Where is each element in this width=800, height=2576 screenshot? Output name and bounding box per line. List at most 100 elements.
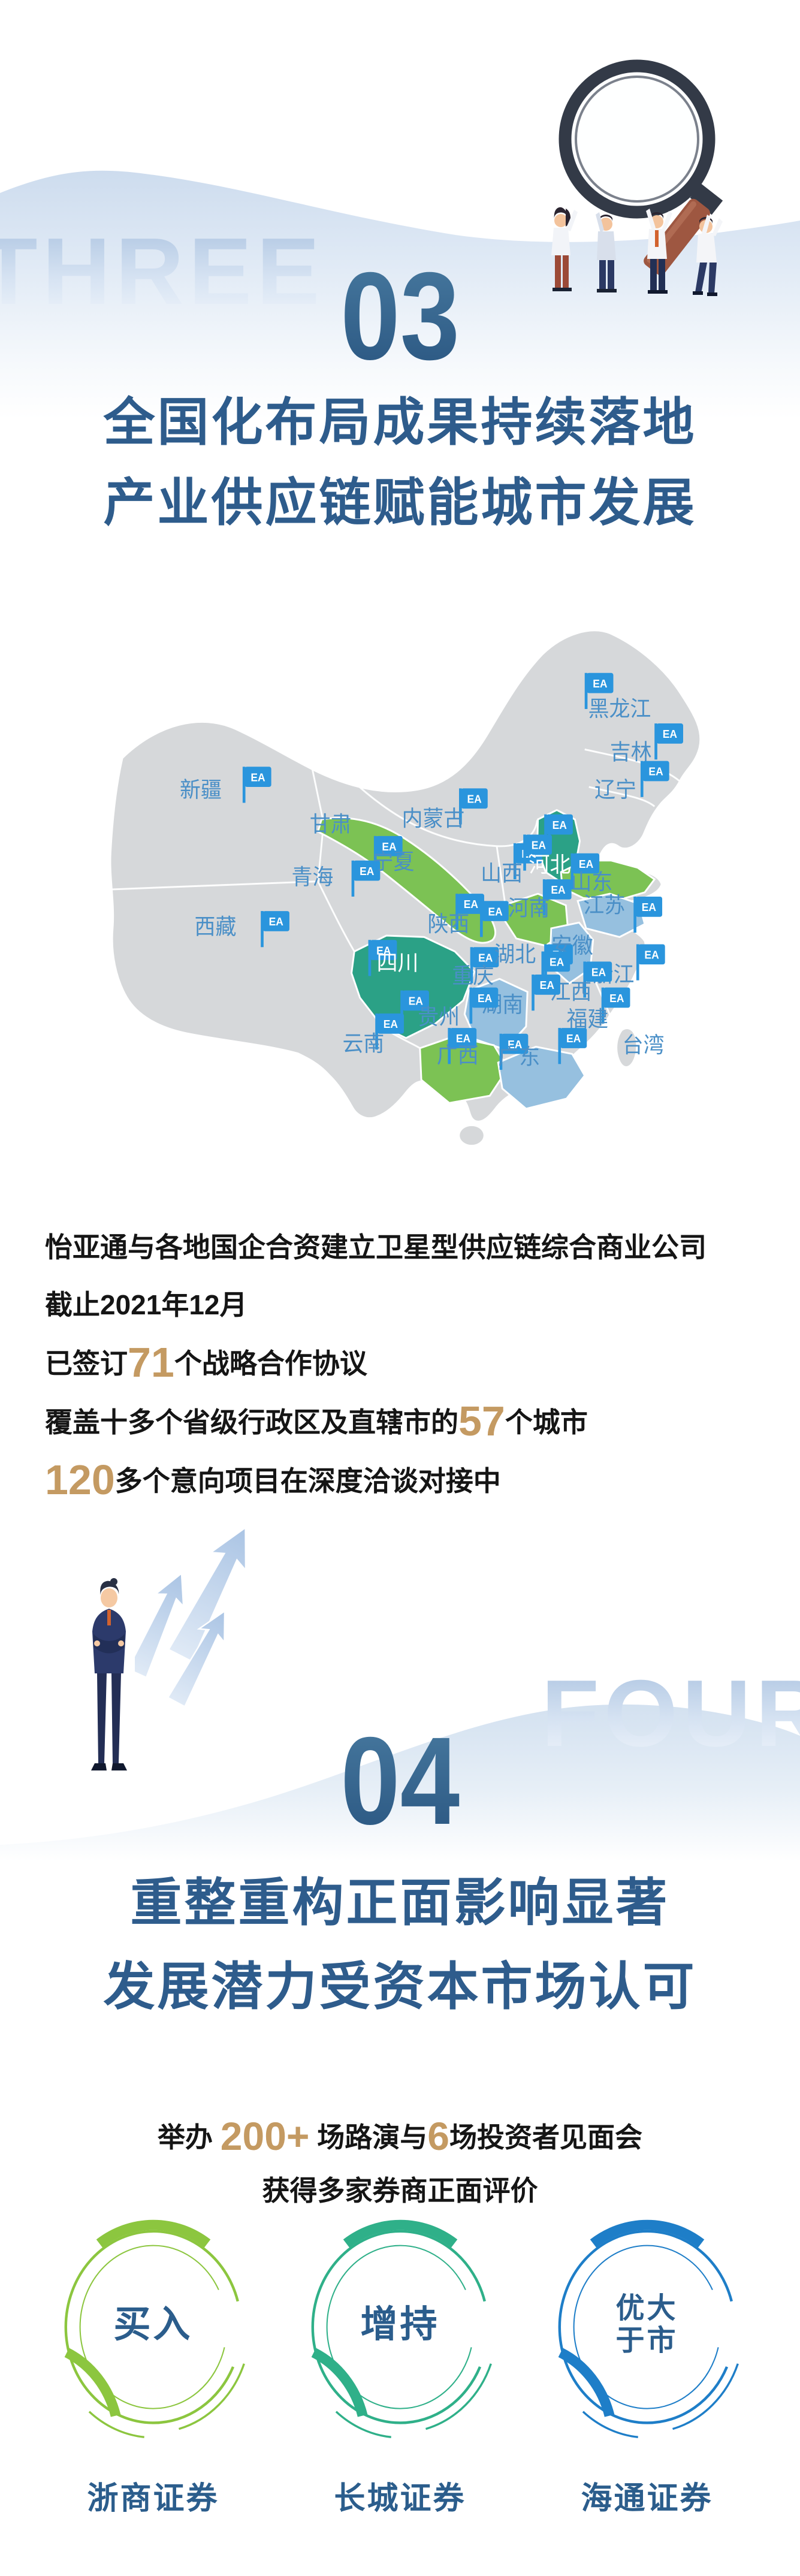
svg-text:EA: EA bbox=[648, 765, 663, 777]
svg-text:EA: EA bbox=[644, 949, 659, 961]
company-flag-icon: EA bbox=[640, 761, 669, 797]
province-label: 广西 bbox=[437, 1043, 479, 1067]
province-label: 台湾 bbox=[623, 1033, 665, 1058]
company-flag-icon: EA bbox=[470, 947, 499, 984]
watermark-four: FOUR bbox=[541, 1666, 800, 1761]
svg-text:EA: EA bbox=[488, 906, 502, 918]
company-flag-icon: EA bbox=[469, 987, 499, 1024]
broker-label: 海通证券 bbox=[581, 2481, 713, 2516]
company-flag-icon: EA bbox=[242, 767, 271, 803]
company-flag-icon: EA bbox=[542, 879, 572, 916]
magnifier-icon bbox=[559, 59, 723, 276]
company-flag-icon: EA bbox=[583, 961, 612, 998]
company-flag-icon: EA bbox=[373, 835, 403, 873]
svg-text:EA: EA bbox=[642, 901, 656, 913]
text-segment: 多个意向项目在深度洽谈对接中 bbox=[114, 1465, 501, 1497]
province-label: 宁夏 bbox=[373, 850, 415, 874]
badge-ring-svg bbox=[311, 2219, 492, 2438]
company-flag-icon: EA bbox=[375, 1013, 404, 1050]
svg-text:EA: EA bbox=[250, 771, 265, 783]
svg-text:EA: EA bbox=[553, 819, 567, 831]
province-label: 江苏 bbox=[583, 893, 625, 918]
province-label: 福建 bbox=[566, 1007, 608, 1031]
section-number-04: 04 bbox=[340, 1712, 460, 1851]
svg-text:EA: EA bbox=[376, 945, 391, 957]
company-flag-icon: EA bbox=[459, 788, 488, 825]
province-label: 河北 bbox=[529, 853, 571, 877]
map-region-taiwan bbox=[617, 1029, 636, 1066]
text-segment: 截止2021年12月 bbox=[45, 1289, 247, 1320]
text-segment: 场投资者见面会 bbox=[449, 2122, 642, 2153]
company-flag-icon: EA bbox=[654, 723, 683, 760]
svg-text:EA: EA bbox=[384, 1018, 398, 1030]
svg-text:EA: EA bbox=[609, 993, 624, 1005]
company-flag-icon: EA bbox=[570, 853, 600, 889]
rating-badge: 买入 浙商证券 bbox=[52, 2213, 255, 2518]
highlight-number: 120 bbox=[45, 1456, 115, 1503]
province-label: 四川 bbox=[377, 951, 419, 975]
company-flag-icon: EA bbox=[499, 1033, 529, 1070]
section4-title-line1: 重整重构正面影响显著 bbox=[130, 1874, 670, 1932]
svg-text:EA: EA bbox=[508, 1039, 522, 1051]
map-region-hainan bbox=[460, 1126, 484, 1145]
svg-text:EA: EA bbox=[532, 839, 546, 851]
company-flag-icon: EA bbox=[261, 911, 289, 948]
province-label: 黑龙江 bbox=[588, 696, 651, 721]
fact-line: 已签订71个战略合作协议 bbox=[45, 1341, 776, 1384]
text-segment: 已签订 bbox=[45, 1348, 128, 1379]
province-label: 山西 bbox=[481, 861, 523, 886]
section4-title-line2: 发展潜力受资本市场认可 bbox=[103, 1958, 697, 2016]
svg-text:EA: EA bbox=[579, 858, 593, 870]
province-label: 陕西 bbox=[428, 912, 470, 936]
svg-text:EA: EA bbox=[409, 995, 423, 1007]
hero-wave bbox=[0, 170, 800, 420]
section-number-03: 03 bbox=[340, 247, 460, 386]
company-flag-icon: EA bbox=[351, 860, 381, 897]
highlight-number: 200+ bbox=[220, 2114, 310, 2158]
svg-text:EA: EA bbox=[360, 865, 374, 877]
arrow-icon bbox=[135, 1525, 247, 1708]
svg-text:EA: EA bbox=[550, 956, 564, 968]
province-label: 湖北 bbox=[494, 942, 536, 967]
map-region-guangdong bbox=[497, 1045, 586, 1110]
company-flag-icon: EA bbox=[633, 896, 663, 933]
fact-line: 120多个意向项目在深度洽谈对接中 bbox=[45, 1459, 776, 1502]
svg-text:EA: EA bbox=[551, 884, 565, 896]
svg-text:EA: EA bbox=[464, 898, 478, 910]
text-segment: 举办 bbox=[158, 2122, 221, 2153]
fact-line: 怡亚通与各地国企合资建立卫星型供应链综合商业公司 bbox=[45, 1226, 776, 1268]
svg-text:EA: EA bbox=[478, 952, 493, 964]
highlight-number: 57 bbox=[458, 1398, 505, 1444]
company-flag-icon: EA bbox=[584, 672, 614, 709]
svg-text:EA: EA bbox=[269, 916, 283, 928]
map-labels-and-flags: EA黑龙江EA吉林EA辽宁EA内蒙古EA新疆EA甘肃EA青海EA宁夏EA山西EA… bbox=[180, 672, 683, 1070]
growth-arrows-illustration bbox=[135, 1525, 247, 1708]
company-flag-icon: EA bbox=[601, 987, 630, 1024]
company-flag-icon: EA bbox=[455, 894, 484, 930]
svg-text:EA: EA bbox=[382, 841, 396, 853]
province-label: 重庆 bbox=[452, 964, 494, 988]
text-segment: 场路演与 bbox=[309, 2122, 428, 2153]
badge-ring-svg bbox=[64, 2219, 245, 2438]
stats-line1: 举办 200+ 场路演与6场投资者见面会 bbox=[0, 2112, 800, 2161]
people-group bbox=[551, 207, 723, 296]
province-label: 青海 bbox=[291, 865, 333, 889]
text-segment: 个城市 bbox=[505, 1407, 588, 1438]
highlight-number: 6 bbox=[427, 2114, 449, 2158]
section3-title-line1: 全国化布局成果持续落地 bbox=[103, 394, 697, 451]
badge-rating-text: 优大 于市 bbox=[545, 2213, 749, 2453]
company-flag-icon: EA bbox=[448, 1028, 477, 1064]
highlight-number: 71 bbox=[128, 1339, 174, 1386]
magnifier-people-illustration bbox=[551, 59, 723, 296]
rating-badge: 增持 长城证券 bbox=[298, 2213, 502, 2518]
map-region-sichuan bbox=[351, 934, 476, 1039]
province-label: 吉林 bbox=[610, 740, 652, 765]
company-flag-icon: EA bbox=[636, 944, 665, 981]
province-label: 西藏 bbox=[195, 915, 237, 939]
badge-ring: 优大 于市 bbox=[545, 2213, 749, 2453]
svg-text:EA: EA bbox=[540, 979, 554, 991]
facts-list: 怡亚通与各地国企合资建立卫星型供应链综合商业公司 截止2021年12月 已签订71个… bbox=[45, 1226, 776, 1518]
section4-wave bbox=[0, 1704, 800, 1862]
company-flag-icon: EA bbox=[541, 951, 570, 988]
